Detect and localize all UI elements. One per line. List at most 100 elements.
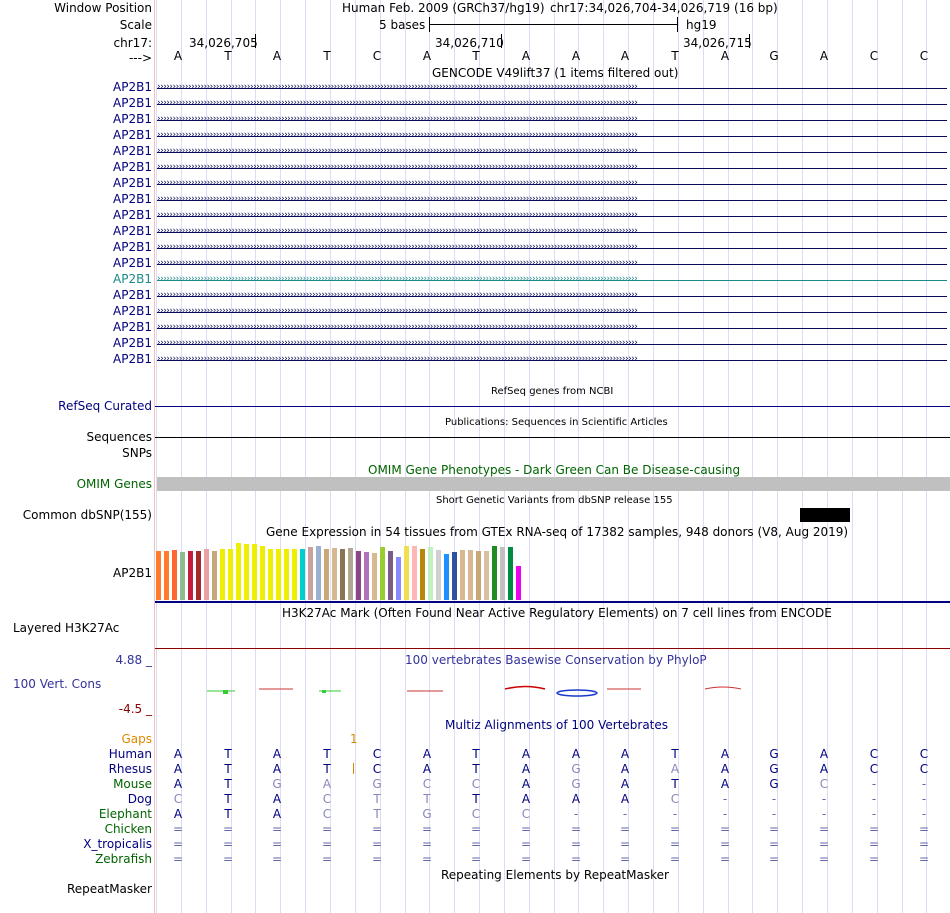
species-label[interactable]: Human (108, 747, 152, 761)
gencode-transcript[interactable]: ››››››››››››››››››››››››››››››››››››››››… (157, 192, 947, 206)
gtex-tissue-bar[interactable] (332, 548, 337, 600)
gtex-track-title[interactable]: Gene Expression in 54 tissues from GTEx … (266, 525, 849, 539)
gtex-tissue-bar[interactable] (348, 548, 353, 600)
gtex-tissue-bar[interactable] (244, 544, 249, 600)
gtex-tissue-bar[interactable] (452, 552, 457, 600)
gtex-tissue-bar[interactable] (508, 547, 513, 600)
gencode-transcript-label[interactable]: AP2B1 (113, 176, 152, 190)
gencode-transcript-label[interactable]: AP2B1 (113, 80, 152, 94)
gencode-transcript-label[interactable]: AP2B1 (113, 208, 152, 222)
pubs-track-title[interactable]: Publications: Sequences in Scientific Ar… (445, 417, 668, 428)
gtex-tissue-bar[interactable] (300, 549, 305, 600)
gencode-transcript-label[interactable]: AP2B1 (113, 304, 152, 318)
gtex-tissue-bar[interactable] (308, 547, 313, 600)
gtex-tissue-bar[interactable] (284, 549, 289, 600)
gencode-transcript[interactable]: ››››››››››››››››››››››››››››››››››››››››… (157, 240, 947, 254)
gtex-tissue-bar[interactable] (500, 547, 505, 600)
gtex-tissue-bar[interactable] (196, 551, 201, 600)
species-label[interactable]: Elephant (98, 807, 152, 821)
gencode-transcript-label[interactable]: AP2B1 (113, 256, 152, 270)
species-label[interactable]: X_tropicalis (83, 837, 152, 851)
gtex-tissue-bar[interactable] (292, 549, 297, 600)
gtex-tissue-bar[interactable] (316, 546, 321, 600)
gencode-transcript[interactable]: ››››››››››››››››››››››››››››››››››››››››… (157, 80, 947, 94)
gencode-transcript[interactable]: ››››››››››››››››››››››››››››››››››››››››… (157, 144, 947, 158)
gtex-tissue-bar[interactable] (220, 549, 225, 600)
gtex-tissue-bar[interactable] (364, 552, 369, 600)
gencode-transcript[interactable]: ››››››››››››››››››››››››››››››››››››››››… (157, 128, 947, 142)
gencode-transcript-label[interactable]: AP2B1 (113, 352, 152, 366)
gtex-tissue-bar[interactable] (172, 550, 177, 600)
gtex-tissue-bar[interactable] (188, 551, 193, 600)
dbsnp-track-label[interactable]: Common dbSNP(155) (22, 508, 152, 522)
gencode-transcript[interactable]: ››››››››››››››››››››››››››››››››››››››››… (157, 176, 947, 190)
gencode-transcript[interactable]: ››››››››››››››››››››››››››››››››››››››››… (157, 272, 947, 286)
gencode-transcript-label[interactable]: AP2B1 (113, 160, 152, 174)
gtex-tissue-bar[interactable] (492, 546, 497, 600)
gtex-tissue-bar[interactable] (380, 547, 385, 600)
phylop-track-title[interactable]: 100 vertebrates Basewise Conservation by… (405, 653, 707, 667)
gencode-transcript[interactable]: ››››››››››››››››››››››››››››››››››››››››… (157, 112, 947, 126)
gtex-tissue-bar[interactable] (444, 554, 449, 600)
gencode-transcript[interactable]: ››››››››››››››››››››››››››››››››››››››››… (157, 208, 947, 222)
gencode-transcript[interactable]: ››››››››››››››››››››››››››››››››››››››››… (157, 224, 947, 238)
species-label[interactable]: Dog (127, 792, 152, 806)
gencode-transcript[interactable]: ››››››››››››››››››››››››››››››››››››››››… (157, 320, 947, 334)
omim-track-title[interactable]: OMIM Gene Phenotypes - Dark Green Can Be… (368, 463, 741, 477)
gtex-tissue-bar[interactable] (228, 549, 233, 600)
gencode-transcript-label[interactable]: AP2B1 (113, 128, 152, 142)
gtex-tissue-bar[interactable] (372, 553, 377, 600)
gtex-tissue-bar[interactable] (356, 551, 361, 600)
phylop-track-label[interactable]: 100 Vert. Cons (13, 677, 102, 691)
gtex-tissue-bar[interactable] (396, 557, 401, 600)
gtex-track-label[interactable]: AP2B1 (113, 566, 152, 580)
gtex-tissue-bar[interactable] (420, 549, 425, 600)
gtex-tissue-bar[interactable] (476, 551, 481, 600)
pubs-track-label[interactable]: Sequences (86, 430, 152, 444)
species-label[interactable]: Chicken (104, 822, 152, 836)
gtex-tissue-bar[interactable] (276, 549, 281, 600)
gtex-tissue-bar[interactable] (340, 549, 345, 600)
gencode-transcript-label[interactable]: AP2B1 (113, 192, 152, 206)
gencode-transcript-label[interactable]: AP2B1 (113, 288, 152, 302)
gtex-tissue-bar[interactable] (164, 551, 169, 600)
refseq-track-label[interactable]: RefSeq Curated (58, 399, 152, 413)
gtex-expression-bars[interactable] (156, 540, 556, 600)
gencode-transcript-label[interactable]: AP2B1 (113, 272, 152, 286)
h3k27ac-track-title[interactable]: H3K27Ac Mark (Often Found Near Active Re… (282, 606, 832, 620)
gtex-tissue-bar[interactable] (156, 551, 161, 600)
gtex-tissue-bar[interactable] (516, 566, 521, 600)
gencode-transcript[interactable]: ››››››››››››››››››››››››››››››››››››››››… (157, 304, 947, 318)
gtex-tissue-bar[interactable] (412, 546, 417, 600)
gencode-transcript[interactable]: ››››››››››››››››››››››››››››››››››››››››… (157, 256, 947, 270)
refseq-track-title[interactable]: RefSeq genes from NCBI (491, 386, 614, 397)
gencode-transcript-label[interactable]: AP2B1 (113, 224, 152, 238)
gencode-transcript[interactable]: ››››››››››››››››››››››››››››››››››››››››… (157, 352, 947, 366)
rmsk-track-label[interactable]: RepeatMasker (66, 882, 152, 896)
gtex-tissue-bar[interactable] (404, 546, 409, 600)
gencode-transcript-label[interactable]: AP2B1 (113, 320, 152, 334)
gtex-tissue-bar[interactable] (436, 550, 441, 600)
gencode-transcript-label[interactable]: AP2B1 (113, 144, 152, 158)
dbsnp-track-title[interactable]: Short Genetic Variants from dbSNP releas… (436, 495, 673, 506)
gtex-tissue-bar[interactable] (212, 551, 217, 600)
omim-track-label[interactable]: OMIM Genes (76, 477, 152, 491)
snps-label[interactable]: SNPs (122, 446, 152, 460)
h3k27ac-track-label[interactable]: Layered H3K27Ac (13, 621, 120, 635)
gtex-tissue-bar[interactable] (252, 544, 257, 600)
gencode-transcript[interactable]: ››››››››››››››››››››››››››››››››››››››››… (157, 96, 947, 110)
gencode-transcript-label[interactable]: AP2B1 (113, 240, 152, 254)
multiz-track-title[interactable]: Multiz Alignments of 100 Vertebrates (445, 718, 669, 732)
species-label[interactable]: Mouse (113, 777, 152, 791)
gtex-tissue-bar[interactable] (460, 550, 465, 600)
gencode-track-title[interactable]: GENCODE V49lift37 (1 items filtered out) (432, 66, 679, 80)
gtex-tissue-bar[interactable] (204, 549, 209, 600)
omim-gene-bar[interactable] (157, 477, 950, 491)
gtex-tissue-bar[interactable] (260, 546, 265, 600)
gencode-transcript[interactable]: ››››››››››››››››››››››››››››››››››››››››… (157, 288, 947, 302)
rmsk-track-title[interactable]: Repeating Elements by RepeatMasker (441, 868, 669, 882)
gaps-label[interactable]: Gaps (121, 732, 152, 746)
gtex-tissue-bar[interactable] (388, 551, 393, 600)
phylop-signal[interactable] (155, 680, 950, 702)
